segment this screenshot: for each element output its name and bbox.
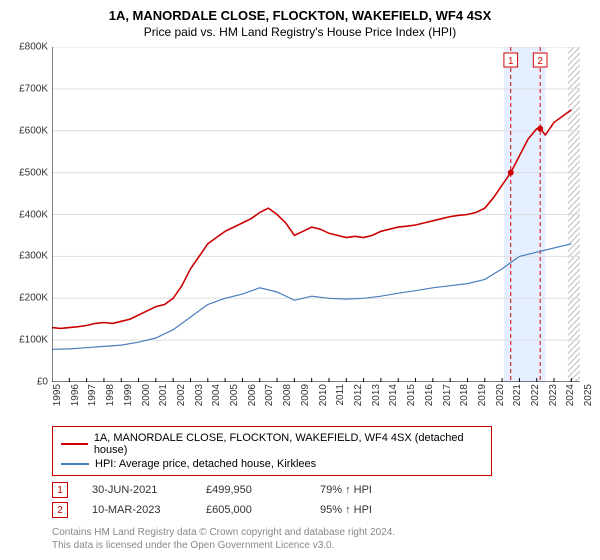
x-tick-label: 2020 [495, 384, 506, 406]
marker-row: 1 30-JUN-2021 £499,950 79% ↑ HPI [52, 480, 588, 500]
legend-item: 1A, MANORDALE CLOSE, FLOCKTON, WAKEFIELD… [61, 431, 483, 457]
marker-badge: 2 [52, 502, 68, 518]
marker-row: 2 10-MAR-2023 £605,000 95% ↑ HPI [52, 500, 588, 520]
marker-badge: 1 [52, 482, 68, 498]
x-tick-label: 2024 [565, 384, 576, 406]
x-tick-label: 2012 [353, 384, 364, 406]
x-tick-label: 1999 [123, 384, 134, 406]
legend-swatch [61, 443, 88, 445]
x-tick-label: 2022 [530, 384, 541, 406]
x-tick-label: 2016 [424, 384, 435, 406]
marker-hpi: 95% ↑ HPI [320, 504, 410, 516]
y-tick-label: £100K [19, 335, 52, 346]
x-tick-label: 2002 [176, 384, 187, 406]
marker-date: 30-JUN-2021 [92, 484, 182, 496]
y-tick-label: £300K [19, 251, 52, 262]
legend-swatch [61, 463, 89, 465]
y-tick-label: £700K [19, 83, 52, 94]
marker-hpi: 79% ↑ HPI [320, 484, 410, 496]
x-tick-label: 2011 [335, 384, 346, 406]
x-tick-label: 2015 [406, 384, 417, 406]
x-tick-label: 2014 [388, 384, 399, 406]
x-tick-label: 2010 [318, 384, 329, 406]
x-tick-label: 2017 [442, 384, 453, 406]
x-tick-label: 1998 [105, 384, 116, 406]
legend-label: HPI: Average price, detached house, Kirk… [95, 458, 316, 470]
x-tick-label: 2007 [264, 384, 275, 406]
footer-line: This data is licensed under the Open Gov… [52, 539, 588, 552]
x-tick-label: 2000 [141, 384, 152, 406]
plot-area: £0£100K£200K£300K£400K£500K£600K£700K£80… [52, 47, 580, 382]
marker-table: 1 30-JUN-2021 £499,950 79% ↑ HPI 2 10-MAR-202… [52, 480, 588, 520]
x-tick-label: 2008 [282, 384, 293, 406]
footer-attribution: Contains HM Land Registry data © Crown c… [52, 526, 588, 552]
x-axis-labels: 1995 1996 1997 1998 1999 2000 2001 2002 2003 2004… [52, 382, 580, 420]
chart-container: 1A, MANORDALE CLOSE, FLOCKTON, WAKEFIELD… [0, 0, 600, 560]
x-tick-label: 2013 [371, 384, 382, 406]
y-tick-label: £600K [19, 125, 52, 136]
svg-text:1: 1 [508, 56, 514, 67]
x-tick-label: 1997 [87, 384, 98, 406]
x-tick-label: 2025 [583, 384, 594, 406]
y-tick-label: £400K [19, 209, 52, 220]
x-tick-label: 1995 [52, 384, 63, 406]
x-tick-label: 2003 [194, 384, 205, 406]
x-tick-label: 2001 [158, 384, 169, 406]
x-tick-label: 2019 [477, 384, 488, 406]
marker-price: £499,950 [206, 484, 296, 496]
x-tick-label: 2005 [229, 384, 240, 406]
x-tick-label: 2004 [211, 384, 222, 406]
legend-item: HPI: Average price, detached house, Kirk… [61, 457, 483, 471]
y-tick-label: £0 [37, 377, 52, 388]
x-tick-label: 1996 [70, 384, 81, 406]
y-tick-label: £800K [19, 42, 52, 53]
marker-date: 10-MAR-2023 [92, 504, 182, 516]
x-tick-label: 2023 [548, 384, 559, 406]
marker-price: £605,000 [206, 504, 296, 516]
footer-line: Contains HM Land Registry data © Crown c… [52, 526, 588, 539]
y-tick-label: £200K [19, 293, 52, 304]
line-chart-svg: 12 [52, 47, 580, 382]
x-tick-label: 2006 [247, 384, 258, 406]
legend-label: 1A, MANORDALE CLOSE, FLOCKTON, WAKEFIELD… [94, 432, 483, 456]
y-tick-label: £500K [19, 167, 52, 178]
x-tick-label: 2021 [512, 384, 523, 406]
svg-text:2: 2 [537, 56, 542, 67]
x-tick-label: 2009 [300, 384, 311, 406]
x-tick-label: 2018 [459, 384, 470, 406]
chart-subtitle: Price paid vs. HM Land Registry's House … [12, 25, 588, 39]
chart-title: 1A, MANORDALE CLOSE, FLOCKTON, WAKEFIELD… [12, 8, 588, 23]
legend: 1A, MANORDALE CLOSE, FLOCKTON, WAKEFIELD… [52, 426, 492, 476]
